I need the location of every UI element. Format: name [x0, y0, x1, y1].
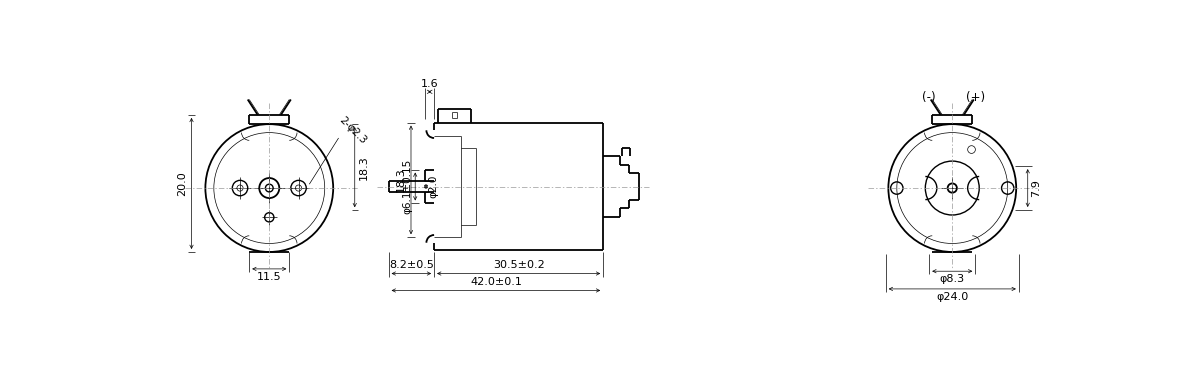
Text: 18.3: 18.3 [396, 168, 406, 192]
Text: φ6.1±0.15: φ6.1±0.15 [403, 159, 412, 214]
Text: 18.3: 18.3 [359, 155, 369, 180]
Text: 8.2±0.5: 8.2±0.5 [388, 260, 434, 270]
Text: 1.6: 1.6 [421, 79, 438, 89]
Text: 30.5±0.2: 30.5±0.2 [493, 260, 544, 270]
Text: 7.9: 7.9 [1031, 179, 1041, 197]
Text: 11.5: 11.5 [257, 272, 282, 282]
Text: (-): (-) [922, 92, 936, 105]
Text: φ2.0: φ2.0 [429, 175, 438, 198]
Text: 42.0±0.1: 42.0±0.1 [470, 277, 522, 287]
Text: 2-φ2.3: 2-φ2.3 [337, 115, 368, 146]
Text: 20.0: 20.0 [177, 171, 188, 196]
Text: (+): (+) [966, 92, 985, 105]
Text: φ24.0: φ24.0 [936, 291, 968, 302]
Text: φ8.3: φ8.3 [940, 274, 965, 284]
